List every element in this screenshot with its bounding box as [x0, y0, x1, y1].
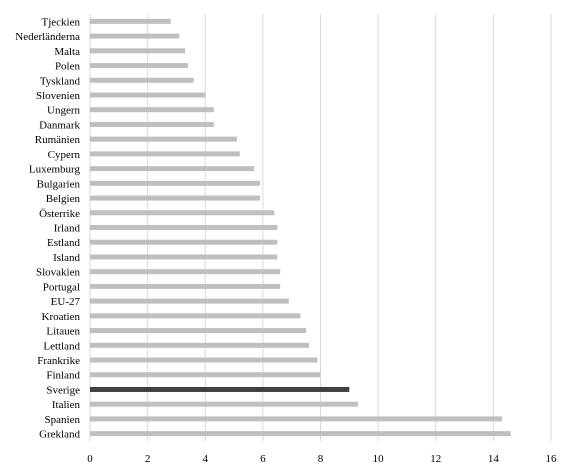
category-label: Litauen [46, 326, 80, 338]
bar-finland [90, 372, 321, 378]
x-tick-label: 6 [260, 453, 266, 465]
bar-grekland [90, 431, 511, 437]
x-tick-label: 4 [203, 453, 209, 465]
category-label: EU-27 [51, 296, 81, 308]
category-labels: Tjeckien Nederländerna Malta Polen Tyskland S… [15, 16, 80, 440]
bar-österrike [90, 210, 275, 216]
bar-luxemburg [90, 166, 255, 172]
category-label: Estland [47, 237, 80, 249]
x-tick-labels: 0 2 4 6 8 10 12 14 16 [87, 453, 557, 465]
category-label: Tjeckien [42, 16, 81, 28]
bar-spanien [90, 416, 503, 422]
bar-malta [90, 48, 186, 54]
bar-rumänien [90, 136, 237, 142]
bar-polen [90, 63, 188, 69]
category-label: Portugal [43, 281, 80, 293]
category-label: Ungern [47, 105, 80, 117]
bar-tjeckien [90, 18, 171, 24]
bar-sverige [90, 386, 350, 392]
bar-danmark [90, 121, 214, 127]
category-label: Malta [54, 46, 80, 58]
category-label: Slovakien [36, 267, 80, 279]
bar-slovenien [90, 92, 206, 98]
bar-kroatien [90, 313, 301, 319]
bars [90, 18, 511, 437]
category-label: Polen [55, 61, 81, 73]
bar-cypern [90, 151, 240, 157]
bar-nederländerna [90, 33, 180, 39]
x-tick-label: 2 [145, 453, 151, 465]
category-label: Slovenien [36, 90, 80, 102]
bar-eu-27 [90, 298, 289, 304]
category-label: Sverige [46, 384, 80, 396]
category-label: Bulgarien [37, 178, 81, 190]
bar-litauen [90, 328, 307, 334]
x-tick-label: 8 [318, 453, 324, 465]
gridlines [89, 14, 552, 441]
category-label: Kroatien [42, 311, 81, 323]
bar-belgien [90, 195, 260, 201]
x-tick-label: 10 [373, 453, 385, 465]
category-label: Rumänien [35, 134, 81, 146]
category-label: Nederländerna [15, 31, 80, 43]
category-label: Frankrike [37, 355, 80, 367]
bar-portugal [90, 283, 281, 289]
bar-irland [90, 225, 278, 230]
bar-slovakien [90, 269, 281, 275]
x-tick-label: 0 [87, 453, 93, 465]
x-tick-label: 14 [488, 453, 500, 465]
bar-bulgarien [90, 180, 260, 186]
category-label: Grekland [39, 429, 80, 441]
bar-ungern [90, 107, 214, 113]
category-label: Irland [54, 223, 81, 235]
category-label: Danmark [39, 119, 80, 131]
category-label: Spanien [45, 414, 81, 426]
category-label: Belgien [46, 193, 81, 205]
bar-lettland [90, 342, 309, 348]
bar-island [90, 254, 278, 260]
category-label: Italien [52, 399, 81, 411]
category-label: Cypern [48, 149, 81, 161]
category-label: Luxemburg [29, 164, 81, 176]
category-label: Österrike [39, 208, 80, 220]
category-label: Finland [46, 370, 80, 382]
bar-estland [90, 239, 278, 245]
bar-frankrike [90, 357, 318, 363]
bar-italien [90, 401, 358, 407]
bar-tyskland [90, 77, 194, 83]
x-tick-label: 12 [430, 453, 441, 465]
category-label: Lettland [43, 340, 80, 352]
x-tick-label: 16 [546, 453, 558, 465]
category-label: Island [53, 252, 80, 264]
category-label: Tyskland [40, 75, 81, 87]
